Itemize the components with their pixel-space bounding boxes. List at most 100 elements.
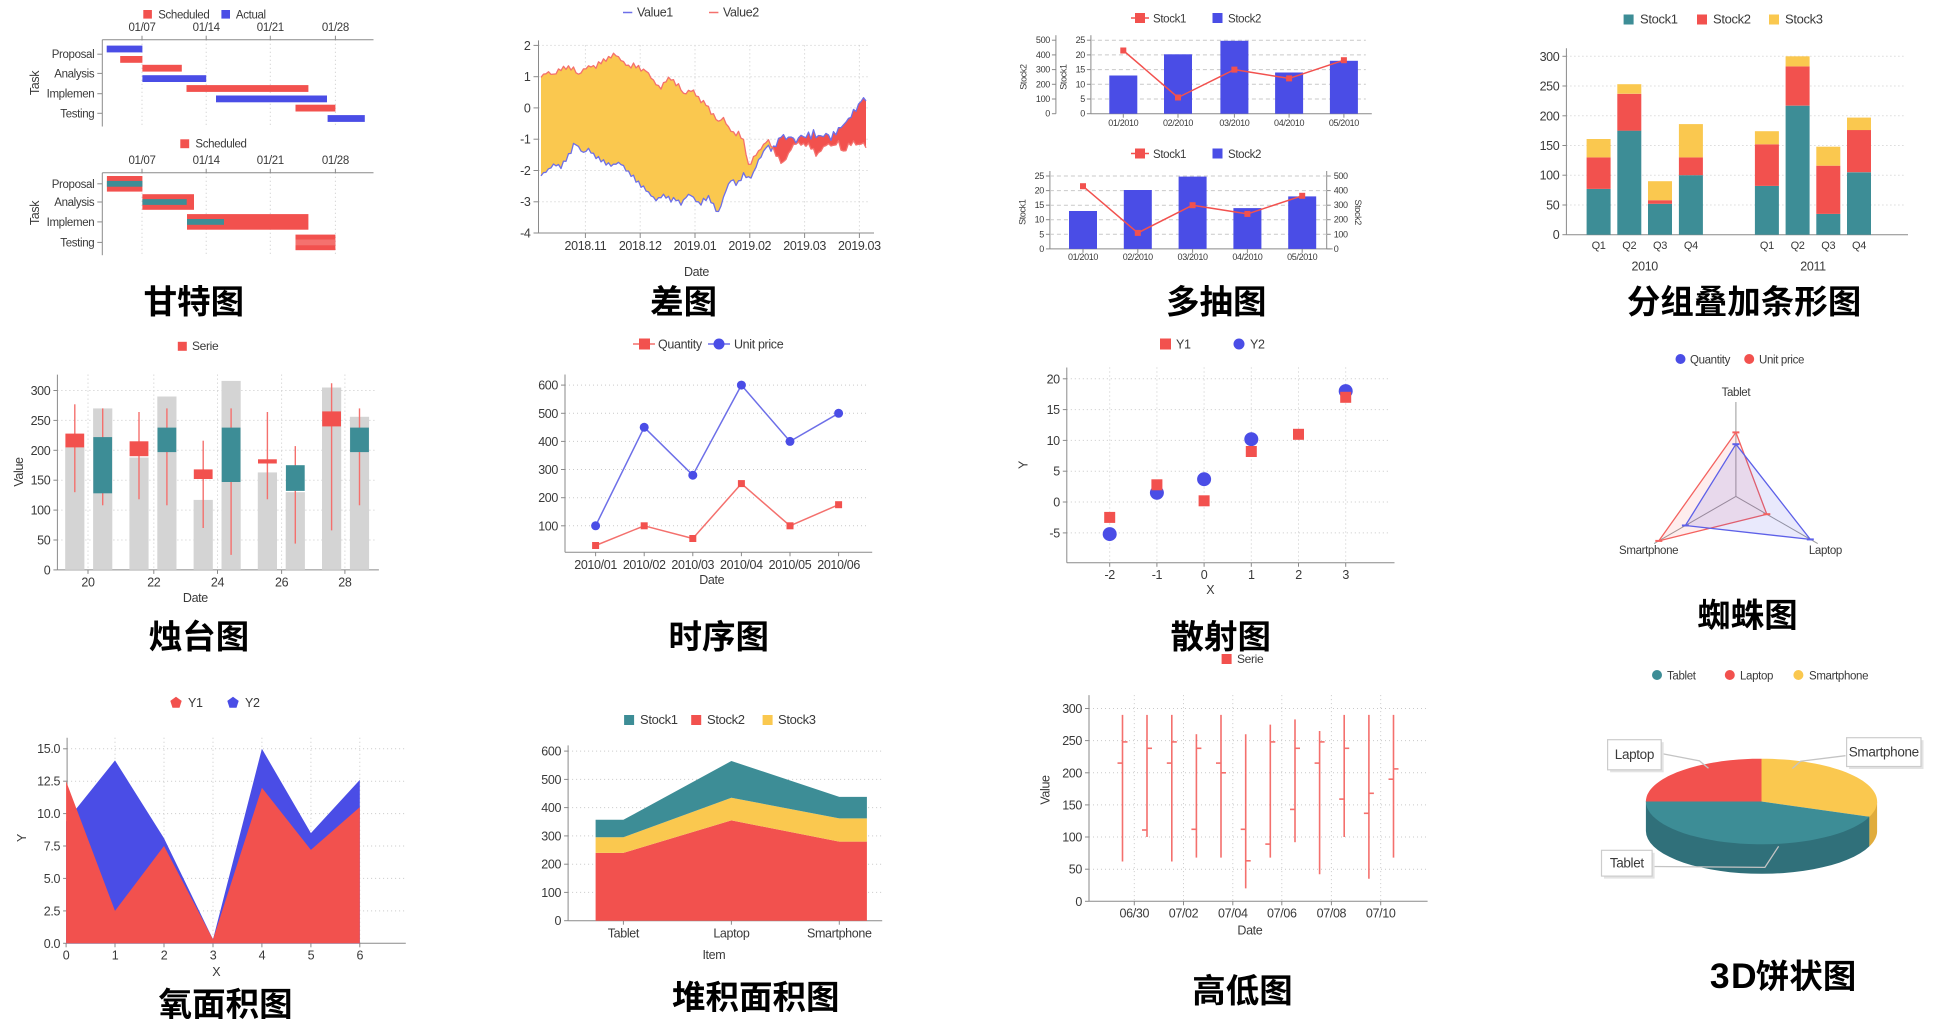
svg-text:Scheduled: Scheduled (158, 9, 209, 21)
svg-text:Laptop: Laptop (1809, 545, 1842, 557)
svg-text:0: 0 (524, 101, 531, 115)
svg-text:400: 400 (1334, 186, 1348, 196)
svg-text:22: 22 (147, 576, 161, 590)
svg-text:2010: 2010 (1631, 260, 1658, 274)
svg-text:Smartphone: Smartphone (1849, 745, 1919, 760)
svg-text:2010/04: 2010/04 (720, 558, 763, 572)
svg-text:0: 0 (1334, 244, 1339, 254)
svg-text:01/21: 01/21 (257, 22, 284, 34)
svg-text:15: 15 (1076, 65, 1086, 75)
svg-text:Y2: Y2 (245, 696, 260, 710)
svg-text:200: 200 (538, 491, 558, 505)
svg-text:500: 500 (541, 773, 561, 787)
svg-text:Quantity: Quantity (1690, 354, 1731, 366)
svg-text:250: 250 (31, 414, 51, 428)
svg-text:Tablet: Tablet (1610, 856, 1645, 871)
svg-text:Q2: Q2 (1791, 240, 1805, 252)
svg-text:Task: Task (28, 200, 42, 225)
svg-text:06/30: 06/30 (1120, 907, 1150, 921)
svg-text:5.0: 5.0 (44, 872, 61, 886)
svg-text:Stock2: Stock2 (1228, 14, 1261, 26)
svg-text:01/28: 01/28 (322, 155, 349, 167)
svg-text:Serie: Serie (192, 339, 219, 353)
svg-text:Value1: Value1 (637, 6, 673, 20)
svg-text:Laptop: Laptop (1615, 747, 1654, 762)
svg-text:Smartphone: Smartphone (1619, 545, 1678, 557)
svg-text:2011: 2011 (1800, 260, 1826, 274)
svg-text:Date: Date (1237, 924, 1262, 938)
svg-text:500: 500 (538, 407, 558, 421)
svg-text:2010/03: 2010/03 (671, 558, 714, 572)
svg-text:Testing: Testing (60, 237, 94, 249)
svg-text:Date: Date (183, 591, 208, 605)
svg-text:300: 300 (541, 829, 561, 843)
svg-text:200: 200 (1334, 215, 1348, 225)
svg-text:Smartphone: Smartphone (1809, 671, 1868, 683)
svg-text:300: 300 (1036, 65, 1050, 75)
svg-text:50: 50 (37, 534, 51, 548)
svg-text:Unit price: Unit price (734, 338, 784, 352)
svg-text:250: 250 (1540, 80, 1560, 94)
svg-text:150: 150 (1062, 798, 1082, 812)
svg-text:Q3: Q3 (1821, 240, 1835, 252)
svg-text:2: 2 (161, 949, 168, 963)
svg-text:24: 24 (211, 576, 225, 590)
svg-text:Q4: Q4 (1684, 240, 1698, 252)
svg-text:Value: Value (12, 457, 26, 487)
svg-text:250: 250 (1062, 734, 1082, 748)
svg-text:2019.03: 2019.03 (783, 239, 826, 253)
svg-text:10.0: 10.0 (37, 807, 60, 821)
svg-text:50: 50 (1069, 863, 1083, 877)
svg-text:Stock2: Stock2 (1228, 149, 1261, 161)
svg-text:0: 0 (554, 914, 561, 928)
svg-text:Date: Date (684, 265, 709, 279)
svg-text:1: 1 (1248, 568, 1255, 582)
svg-text:2019.01: 2019.01 (674, 239, 717, 253)
svg-text:Tablet: Tablet (1667, 671, 1697, 683)
svg-text:Laptop: Laptop (1740, 671, 1773, 683)
svg-text:Task: Task (28, 70, 42, 95)
svg-text:2: 2 (524, 39, 531, 53)
svg-text:20: 20 (81, 576, 95, 590)
svg-text:05/2010: 05/2010 (1287, 252, 1317, 262)
svg-text:100: 100 (538, 519, 558, 533)
svg-text:2010/05: 2010/05 (769, 558, 812, 572)
svg-text:Value2: Value2 (723, 6, 759, 20)
svg-text:Stock3: Stock3 (1785, 12, 1823, 27)
svg-text:-2: -2 (1104, 568, 1115, 582)
svg-text:01/07: 01/07 (128, 22, 155, 34)
svg-text:07/10: 07/10 (1366, 907, 1396, 921)
svg-text:0: 0 (63, 949, 70, 963)
svg-text:20: 20 (1035, 186, 1045, 196)
svg-text:01/28: 01/28 (322, 22, 349, 34)
svg-text:5: 5 (308, 949, 315, 963)
svg-text:Implemen: Implemen (47, 217, 95, 229)
svg-text:Q3: Q3 (1653, 240, 1667, 252)
svg-text:-1: -1 (520, 133, 531, 147)
svg-text:07/08: 07/08 (1317, 907, 1347, 921)
svg-text:Testing: Testing (60, 108, 94, 120)
svg-text:-5: -5 (1049, 526, 1060, 540)
svg-text:2019.03: 2019.03 (838, 239, 881, 253)
svg-text:Unit price: Unit price (1759, 354, 1804, 366)
svg-text:Stock2: Stock2 (707, 712, 745, 727)
svg-text:07/06: 07/06 (1267, 907, 1297, 921)
svg-text:3: 3 (210, 949, 217, 963)
svg-text:25: 25 (1035, 171, 1045, 181)
svg-text:300: 300 (1540, 50, 1560, 64)
svg-text:1: 1 (524, 70, 531, 84)
svg-text:Implemen: Implemen (47, 89, 95, 101)
svg-text:0: 0 (1075, 895, 1082, 909)
svg-text:-1: -1 (1152, 568, 1163, 582)
svg-text:2018.12: 2018.12 (619, 239, 662, 253)
svg-text:150: 150 (31, 474, 51, 488)
svg-text:15: 15 (1047, 403, 1061, 417)
svg-text:50: 50 (1546, 199, 1560, 213)
svg-text:-3: -3 (520, 195, 531, 209)
svg-text:D: D (1731, 956, 1756, 996)
svg-text:28: 28 (338, 576, 352, 590)
svg-text:Proposal: Proposal (52, 179, 95, 191)
svg-text:Y: Y (15, 833, 29, 842)
svg-text:01/14: 01/14 (193, 155, 221, 167)
svg-text:Quantity: Quantity (658, 338, 703, 352)
